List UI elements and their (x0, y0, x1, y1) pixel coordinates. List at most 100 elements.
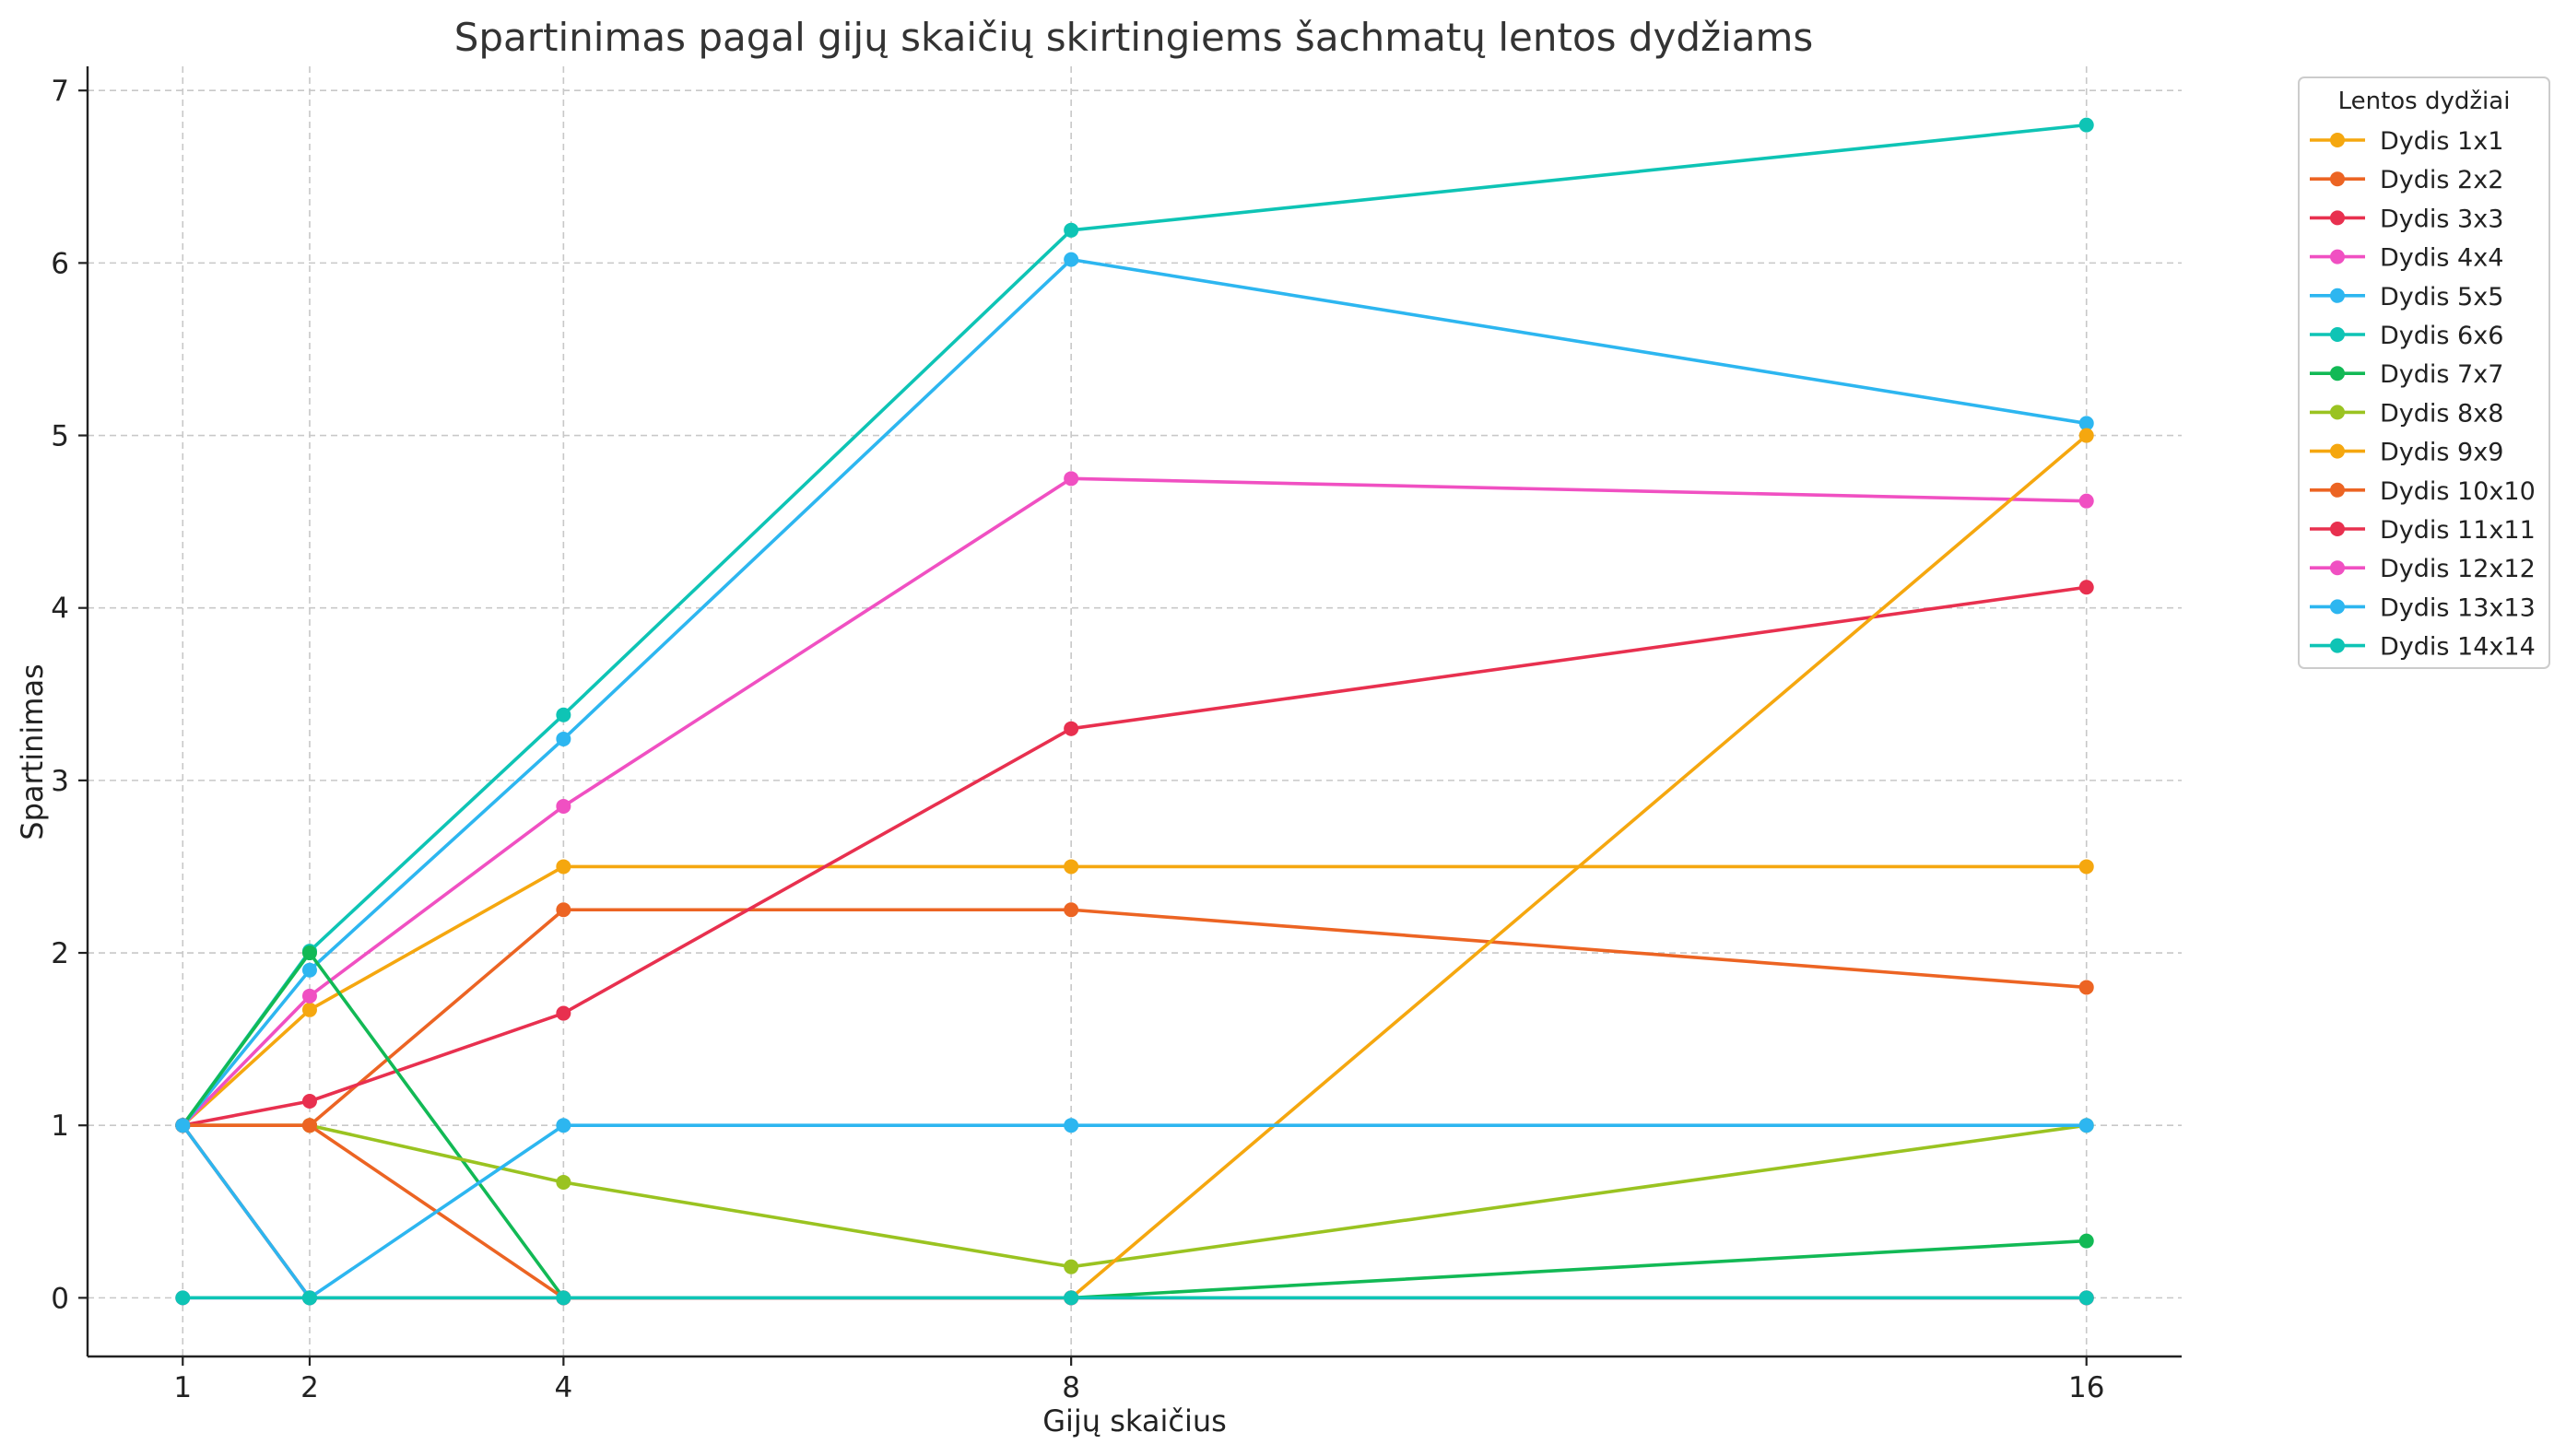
data-point (2078, 859, 2094, 875)
legend-swatch-marker (2330, 560, 2345, 576)
data-point (1064, 1118, 1079, 1133)
legend-item: Dydis 10x10 (2310, 477, 2536, 506)
data-point (301, 1290, 317, 1306)
legend-label: Dydis 12x12 (2380, 555, 2536, 583)
y-tick-label: 4 (51, 593, 69, 626)
data-series (175, 117, 2094, 1306)
y-tick-label: 2 (51, 937, 69, 970)
legend-item: Dydis 3x3 (2310, 205, 2503, 233)
legend-label: Dydis 7x7 (2380, 360, 2503, 389)
legend-title: Lentos dydžiai (2338, 88, 2511, 115)
legend-item: Dydis 1x1 (2310, 127, 2503, 156)
legend-item: Dydis 9x9 (2310, 439, 2503, 467)
x-tick-label: 8 (1062, 1371, 1080, 1404)
data-point (556, 859, 571, 875)
series-line (181, 123, 2089, 1127)
x-tick-label: 1 (173, 1371, 192, 1404)
data-point (2078, 416, 2094, 431)
legend-label: Dydis 14x14 (2380, 633, 2536, 662)
data-point (556, 902, 571, 918)
legend-item: Dydis 4x4 (2310, 244, 2503, 273)
legend-label: Dydis 4x4 (2380, 244, 2503, 273)
legend-swatch-marker (2330, 288, 2345, 303)
series-line (181, 1123, 2089, 1300)
data-point (1064, 859, 1079, 875)
legend-item: Dydis 5x5 (2310, 283, 2503, 311)
legend-swatch-marker (2330, 249, 2345, 264)
legend-item: Dydis 7x7 (2310, 360, 2503, 389)
y-tick-label: 5 (51, 420, 69, 453)
legend-item: Dydis 11x11 (2310, 516, 2536, 545)
legend-swatch-marker (2330, 482, 2345, 498)
legend-swatch-marker (2330, 638, 2345, 653)
legend-swatch-marker (2330, 171, 2345, 187)
data-point (2078, 428, 2094, 443)
data-point (556, 1005, 571, 1021)
legend-swatch-marker (2330, 443, 2345, 459)
data-point (2078, 580, 2094, 595)
data-point (556, 707, 571, 722)
grid-lines (88, 66, 2182, 1356)
series-8 (175, 1118, 2094, 1274)
legend-items: Dydis 1x1 Dydis 2x2 Dydis 3x3 Dydis 4x4 Dydi… (2310, 127, 2536, 662)
data-point (2078, 1290, 2094, 1306)
legend-label: Dydis 9x9 (2380, 439, 2503, 467)
series-14 (175, 1290, 2094, 1306)
data-point (2078, 980, 2094, 995)
x-tick-label: 4 (554, 1371, 572, 1404)
y-tick-label: 7 (51, 75, 69, 108)
data-point (1064, 252, 1079, 267)
legend-swatch-marker (2330, 133, 2345, 147)
data-point (301, 1093, 317, 1109)
legend-label: Dydis 1x1 (2380, 127, 2503, 156)
data-point (556, 1174, 571, 1190)
x-axis-label: Gijų skaičius (1042, 1403, 1227, 1438)
series-11 (175, 1118, 2094, 1306)
series-5 (175, 252, 2094, 1133)
data-point (301, 988, 317, 1004)
tick-labels: 1 2 4 8 16 0 1 2 3 4 5 6 7 (51, 75, 2104, 1404)
data-point (2078, 493, 2094, 509)
data-point (556, 1118, 571, 1133)
series-line (181, 908, 2089, 1127)
data-point (1064, 1259, 1079, 1274)
legend-label: Dydis 2x2 (2380, 166, 2503, 194)
legend-swatch-marker (2330, 210, 2345, 226)
series-13 (175, 1118, 2094, 1306)
legend-label: Dydis 8x8 (2380, 399, 2503, 428)
data-point (301, 1118, 317, 1133)
data-point (556, 731, 571, 746)
data-point (301, 1002, 317, 1017)
data-point (1064, 1290, 1079, 1306)
data-point (556, 798, 571, 814)
data-point (2078, 117, 2094, 133)
legend-item: Dydis 12x12 (2310, 555, 2536, 583)
x-tick-label: 2 (300, 1371, 319, 1404)
y-tick-label: 0 (51, 1282, 69, 1315)
series-4 (175, 471, 2094, 1133)
axes (86, 66, 2182, 1358)
series-3 (175, 580, 2094, 1133)
legend-item: Dydis 2x2 (2310, 166, 2503, 194)
legend-swatch-marker (2330, 405, 2345, 420)
legend-swatch-marker (2330, 366, 2345, 382)
data-point (1064, 222, 1079, 238)
data-point (1064, 902, 1079, 918)
series-10 (175, 1118, 2094, 1306)
data-point (301, 962, 317, 978)
data-point (1064, 471, 1079, 487)
series-line (181, 585, 2089, 1127)
legend-item: Dydis 13x13 (2310, 593, 2536, 622)
legend: Lentos dydžiai Dydis 1x1 Dydis 2x2 Dydis 3… (2298, 76, 2550, 669)
legend-item: Dydis 14x14 (2310, 633, 2536, 662)
series-line (181, 1123, 2089, 1300)
series-2 (175, 902, 2094, 1133)
legend-label: Dydis 6x6 (2380, 322, 2503, 350)
chart-title: Spartinimas pagal gijų skaičių skirtingi… (454, 15, 1814, 60)
legend-swatch-marker (2330, 599, 2345, 615)
y-tick-label: 6 (51, 247, 69, 280)
legend-label: Dydis 13x13 (2380, 593, 2536, 622)
legend-swatch-marker (2330, 522, 2345, 536)
